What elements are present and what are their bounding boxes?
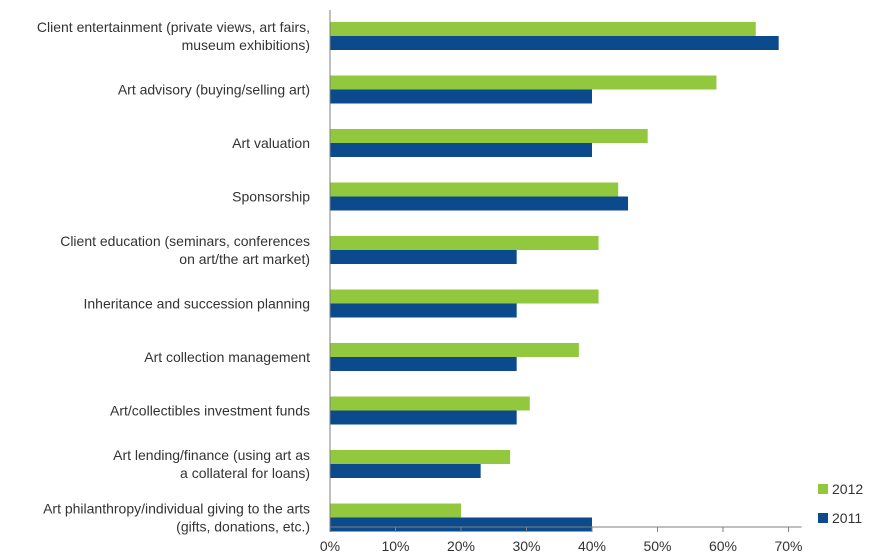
category-label-2: Art valuation [232,135,310,151]
category-label-7: Art/collectibles investment funds [110,403,310,419]
category-label-1: Art advisory (buying/selling art) [118,82,310,98]
bar-2012-5 [330,289,599,304]
bar-2012-9 [330,503,461,518]
category-label-3: Sponsorship [232,189,310,205]
bar-2012-8 [330,450,511,464]
x-tick-label-10: 10% [381,538,409,554]
x-tick-label-50: 50% [643,538,671,554]
bar-2012-1 [330,75,717,90]
category-label-line: on art/the art market) [179,251,310,267]
category-label-0: Client entertainment (private views, art… [37,19,310,53]
category-label-9: Art philanthropy/individual giving to th… [43,501,310,535]
bar-2012-6 [330,343,579,357]
category-label-line: a collateral for loans) [180,465,310,481]
category-label-line: Client entertainment (private views, art… [37,19,310,35]
bar-2012-2 [330,129,648,143]
category-label-line: Client education (seminars, conferences [60,233,310,249]
legend: 2012 2011 [818,481,863,526]
bar-2011-6 [330,357,517,371]
category-label-5: Inheritance and succession planning [84,296,311,312]
bar-2011-1 [330,89,592,104]
category-label-4: Client education (seminars, conferences o… [60,233,310,267]
x-tick-label-20: 20% [447,538,475,554]
x-tick-label-70: 70% [774,538,802,554]
category-label-8: Art lending/finance (using art as a colla… [113,447,310,481]
category-label-line: Sponsorship [232,189,310,205]
bar-2011-8 [330,464,481,478]
bar-2012-4 [330,236,599,250]
category-label-line: museum exhibitions) [182,37,310,53]
category-label-6: Art collection management [144,349,310,365]
category-label-line: Art advisory (buying/selling art) [118,82,310,98]
x-tick-label-0: 0% [320,538,340,554]
category-label-line: Art valuation [232,135,310,151]
category-label-line: Art collection management [144,349,310,365]
category-labels: Client entertainment (private views, art… [37,19,310,535]
legend-swatch-2012 [818,484,828,494]
bars-group [330,22,779,532]
category-label-line: Art lending/finance (using art as [113,447,310,463]
bar-2011-7 [330,410,517,425]
bar-2012-0 [330,22,756,36]
category-label-line: Art philanthropy/individual giving to th… [43,501,310,517]
x-tick-label-40: 40% [578,538,606,554]
x-axis-ticks: 0% 10% 20% 30% 40% 50% 60% 70% [320,527,803,554]
category-label-line: Art/collectibles investment funds [110,403,310,419]
bar-2011-4 [330,250,517,264]
legend-label-2012: 2012 [832,481,863,497]
category-label-line: Inheritance and succession planning [84,296,311,312]
bar-2011-2 [330,143,592,157]
bar-2011-0 [330,36,779,50]
bar-2012-3 [330,182,619,197]
bar-2011-3 [330,196,629,211]
x-tick-label-30: 30% [512,538,540,554]
legend-swatch-2011 [818,513,828,523]
legend-label-2011: 2011 [832,510,862,526]
x-tick-label-60: 60% [709,538,737,554]
bar-2011-5 [330,303,517,318]
category-label-line: (gifts, donations, etc.) [176,519,310,535]
bar-2012-7 [330,396,530,411]
